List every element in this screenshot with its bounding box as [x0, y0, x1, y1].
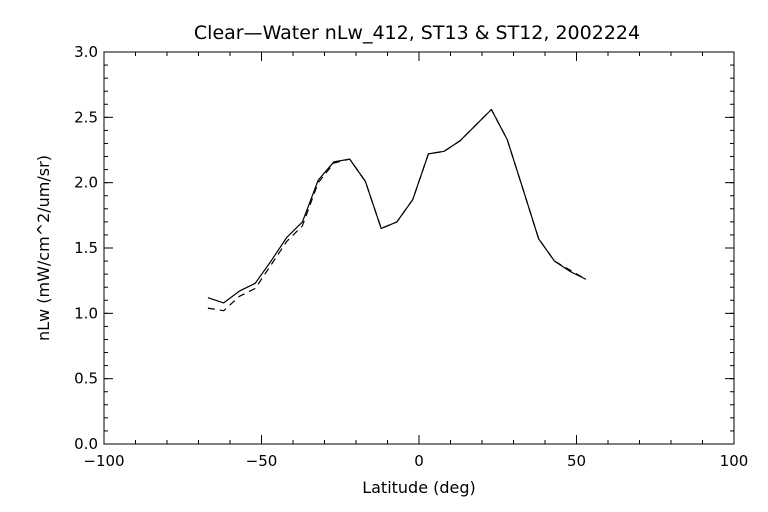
x-tick-label: 50	[567, 452, 586, 470]
y-tick-label: 2.5	[74, 108, 98, 126]
axis-ticks: −100 −50 0 50 100 0.0 0.5 1.0 1.5 2.0 2.5 3.0	[74, 43, 748, 470]
x-tick-label: 0	[414, 452, 424, 470]
y-tick-label: 1.5	[74, 239, 98, 257]
x-tick-label: 100	[720, 452, 749, 470]
series-layer	[207, 108, 587, 312]
plot-frame	[103, 51, 735, 445]
y-tick-label: 0.5	[74, 370, 98, 388]
y-tick-label: 2.0	[74, 174, 98, 192]
x-axis-label: Latitude (deg)	[362, 478, 476, 497]
y-tick-label: 1.0	[74, 304, 98, 322]
y-tick-label: 3.0	[74, 43, 98, 61]
y-axis-label: nLw (mW/cm^2/um/sr)	[34, 155, 53, 341]
x-tick-label: −100	[83, 452, 124, 470]
chart-title: Clear—Water nLw_412, ST13 & ST12, 200222…	[194, 22, 640, 44]
x-tick-label: −50	[246, 452, 278, 470]
y-tick-label: 0.0	[74, 435, 98, 453]
series-line-dashed	[207, 108, 587, 312]
